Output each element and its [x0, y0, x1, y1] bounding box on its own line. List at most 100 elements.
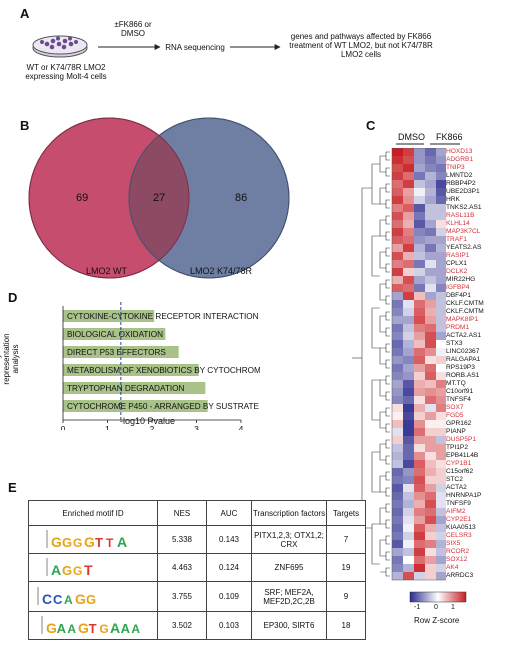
legend-tick-pos: 1: [451, 604, 455, 611]
heatmap-cell: [425, 196, 436, 204]
d-xlabel: -log10 Pvalue: [120, 416, 176, 426]
heatmap-cell: [392, 316, 403, 324]
heatmap-cell: [425, 396, 436, 404]
heatmap-cell: [403, 500, 414, 508]
heatmap-cell: [414, 204, 425, 212]
heatmap-cell: [414, 572, 425, 580]
heatmap-cell: [392, 220, 403, 228]
heatmap-cell: [414, 188, 425, 196]
heatmap-cell: [403, 252, 414, 260]
motif-letter: C: [53, 592, 63, 607]
motif-letter: G: [62, 563, 72, 578]
heatmap-cell: [436, 268, 446, 276]
heatmap-cell: [392, 420, 403, 428]
heatmap-cell: [425, 172, 436, 180]
heatmap-cell: [436, 428, 446, 436]
heatmap-cell: [425, 372, 436, 380]
venn-overlap-count: 27: [153, 192, 166, 204]
panel-b-label: B: [20, 118, 30, 133]
heatmap-cell: [425, 436, 436, 444]
header-auc: AUC: [206, 500, 252, 526]
heatmap-cell: [414, 556, 425, 564]
treatment-label: ±FK866 or DMSO: [114, 20, 152, 39]
gene-label: UBE2D3P1: [446, 188, 480, 195]
heatmap-cell: [414, 180, 425, 188]
heatmap-cell: [403, 356, 414, 364]
heatmap-cell: [392, 508, 403, 516]
heatmap-cell: [425, 332, 436, 340]
heatmap-cell: [392, 204, 403, 212]
header-nes: NES: [157, 500, 207, 526]
motif-letter: C: [42, 591, 52, 607]
heatmap-cell: [414, 156, 425, 164]
heatmap-cell: [414, 468, 425, 476]
heatmap-cell: [403, 388, 414, 396]
heatmap-cell: [392, 300, 403, 308]
gene-label: AK4: [446, 564, 459, 571]
col-label-dmso: DMSO: [398, 132, 425, 142]
pathway-label: CYTOCHROME P450 - ARRANGED BY SUSTRATE T…: [67, 402, 260, 411]
heatmap-cell: [403, 452, 414, 460]
heatmap-cell: [392, 292, 403, 300]
heatmap-cell: [414, 380, 425, 388]
gene-label: PRDM1: [446, 324, 470, 331]
heatmap-cell: [436, 300, 446, 308]
heatmap-cell: [392, 460, 403, 468]
heatmap-cell: [436, 564, 446, 572]
nes-cell: 4.463: [157, 553, 207, 582]
heatmap-cell: [403, 156, 414, 164]
heatmap-cell: [425, 476, 436, 484]
heatmap-cell: [414, 428, 425, 436]
heatmap-cell: [436, 332, 446, 340]
heatmap-cell: [392, 404, 403, 412]
heatmap-cell: [414, 444, 425, 452]
gene-label: CPLX1: [446, 260, 467, 267]
heatmap-cell: [414, 332, 425, 340]
heatmap-cell: [403, 276, 414, 284]
gene-label: RORB.AS1: [446, 372, 480, 379]
pathway-label: METABOLISM OF XENOBIOTICS BY CYTOCHROME …: [67, 366, 260, 375]
venn-overlap: [129, 135, 189, 261]
heatmap-cell: [403, 404, 414, 412]
heatmap-cell: [414, 172, 425, 180]
heatmap-cell: [436, 260, 446, 268]
heatmap-cell: [392, 228, 403, 236]
gene-label: ACTA2.AS1: [446, 332, 482, 339]
nes-cell: 5.338: [157, 525, 207, 554]
gene-label: HNRNPA1P: [446, 492, 482, 499]
legend-tick-neg: -1: [414, 604, 421, 611]
heatmap-cell: [414, 308, 425, 316]
x-tick-label: 3: [194, 424, 199, 430]
heatmap-cell: [392, 540, 403, 548]
heatmap-cell: [403, 284, 414, 292]
heatmap-cell: [392, 260, 403, 268]
venn-right-label: LMO2 K74/78R: [190, 266, 253, 276]
heatmap-cell: [436, 284, 446, 292]
heatmap-cell: [425, 532, 436, 540]
header-motif: Enriched motif ID: [28, 500, 158, 526]
heatmap-cell: [436, 572, 446, 580]
heatmap-cell: [414, 404, 425, 412]
heatmap-cell: [403, 532, 414, 540]
gene-label: YEATS2.AS: [446, 244, 482, 251]
heatmap-cell: [392, 548, 403, 556]
heatmap-cell: [425, 572, 436, 580]
heatmap-cell: [436, 204, 446, 212]
heatmap-cell: [414, 396, 425, 404]
heatmap-cell: [392, 348, 403, 356]
tf-cell: ZNF695: [251, 553, 327, 582]
heatmap-cell: [425, 300, 436, 308]
motif-letter: G: [75, 591, 86, 607]
heatmap-cell: [403, 484, 414, 492]
heatmap-cell: [414, 476, 425, 484]
heatmap-cell: [436, 324, 446, 332]
